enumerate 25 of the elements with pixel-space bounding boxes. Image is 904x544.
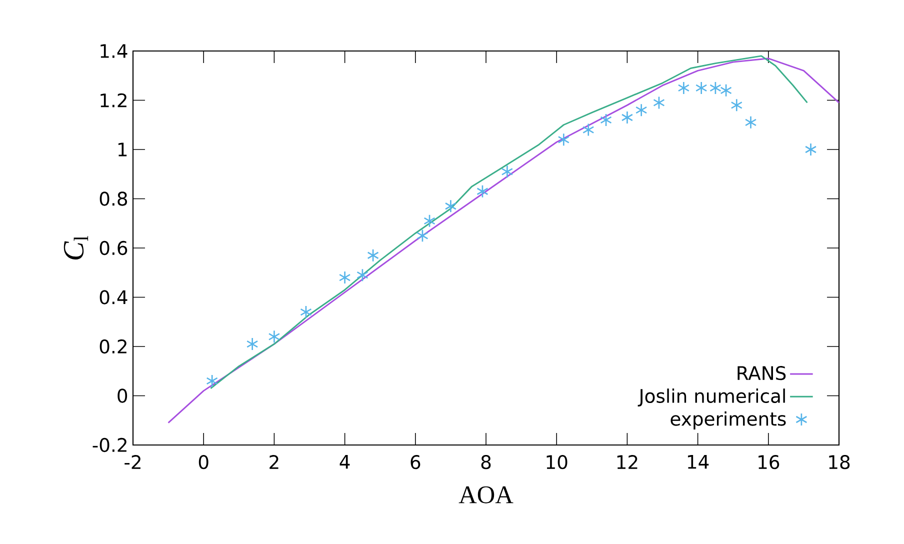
y-tick-label: 0.2 bbox=[100, 339, 126, 354]
x-tick-label: 18 bbox=[829, 455, 850, 470]
x-axis-title: AOA bbox=[458, 486, 514, 504]
y-tick-label: 1.2 bbox=[100, 93, 126, 108]
x-tick-label: 0 bbox=[198, 455, 208, 470]
y-tick-label: -0.2 bbox=[92, 438, 126, 452]
legend-label: experiments bbox=[670, 411, 786, 430]
x-tick-label: 2 bbox=[270, 455, 278, 469]
x-tick-label: 4 bbox=[340, 455, 350, 469]
y-axis-title: C$_{l}$ bbox=[64, 236, 88, 260]
y-tick-label: 0.6 bbox=[100, 240, 128, 256]
x-tick-label: -2 bbox=[124, 455, 140, 469]
y-tick-label: 0.4 bbox=[100, 290, 128, 304]
x-tick-label: 14 bbox=[688, 455, 709, 469]
y-tick-label: 1.4 bbox=[100, 44, 128, 58]
x-tick-label: 6 bbox=[410, 455, 420, 470]
x-tick-label: 10 bbox=[546, 455, 568, 470]
x-tick-label: 12 bbox=[617, 455, 638, 469]
y-tick-label: 0 bbox=[118, 388, 128, 403]
legend-label: RANS bbox=[738, 366, 786, 380]
y-tick-label: 1 bbox=[118, 142, 127, 156]
y-tick-label: 0.8 bbox=[100, 192, 128, 206]
x-tick-label: 8 bbox=[481, 455, 491, 470]
x-tick-label: 16 bbox=[758, 455, 780, 470]
legend-label: Joslin numerical bbox=[638, 388, 785, 406]
